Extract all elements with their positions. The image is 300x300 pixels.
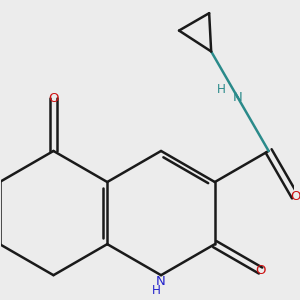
- Text: O: O: [290, 190, 300, 203]
- Text: O: O: [255, 264, 266, 277]
- Text: N: N: [156, 275, 166, 288]
- Text: H: H: [217, 83, 226, 96]
- Text: H: H: [152, 284, 160, 297]
- Text: N: N: [233, 91, 242, 104]
- Text: O: O: [48, 92, 59, 105]
